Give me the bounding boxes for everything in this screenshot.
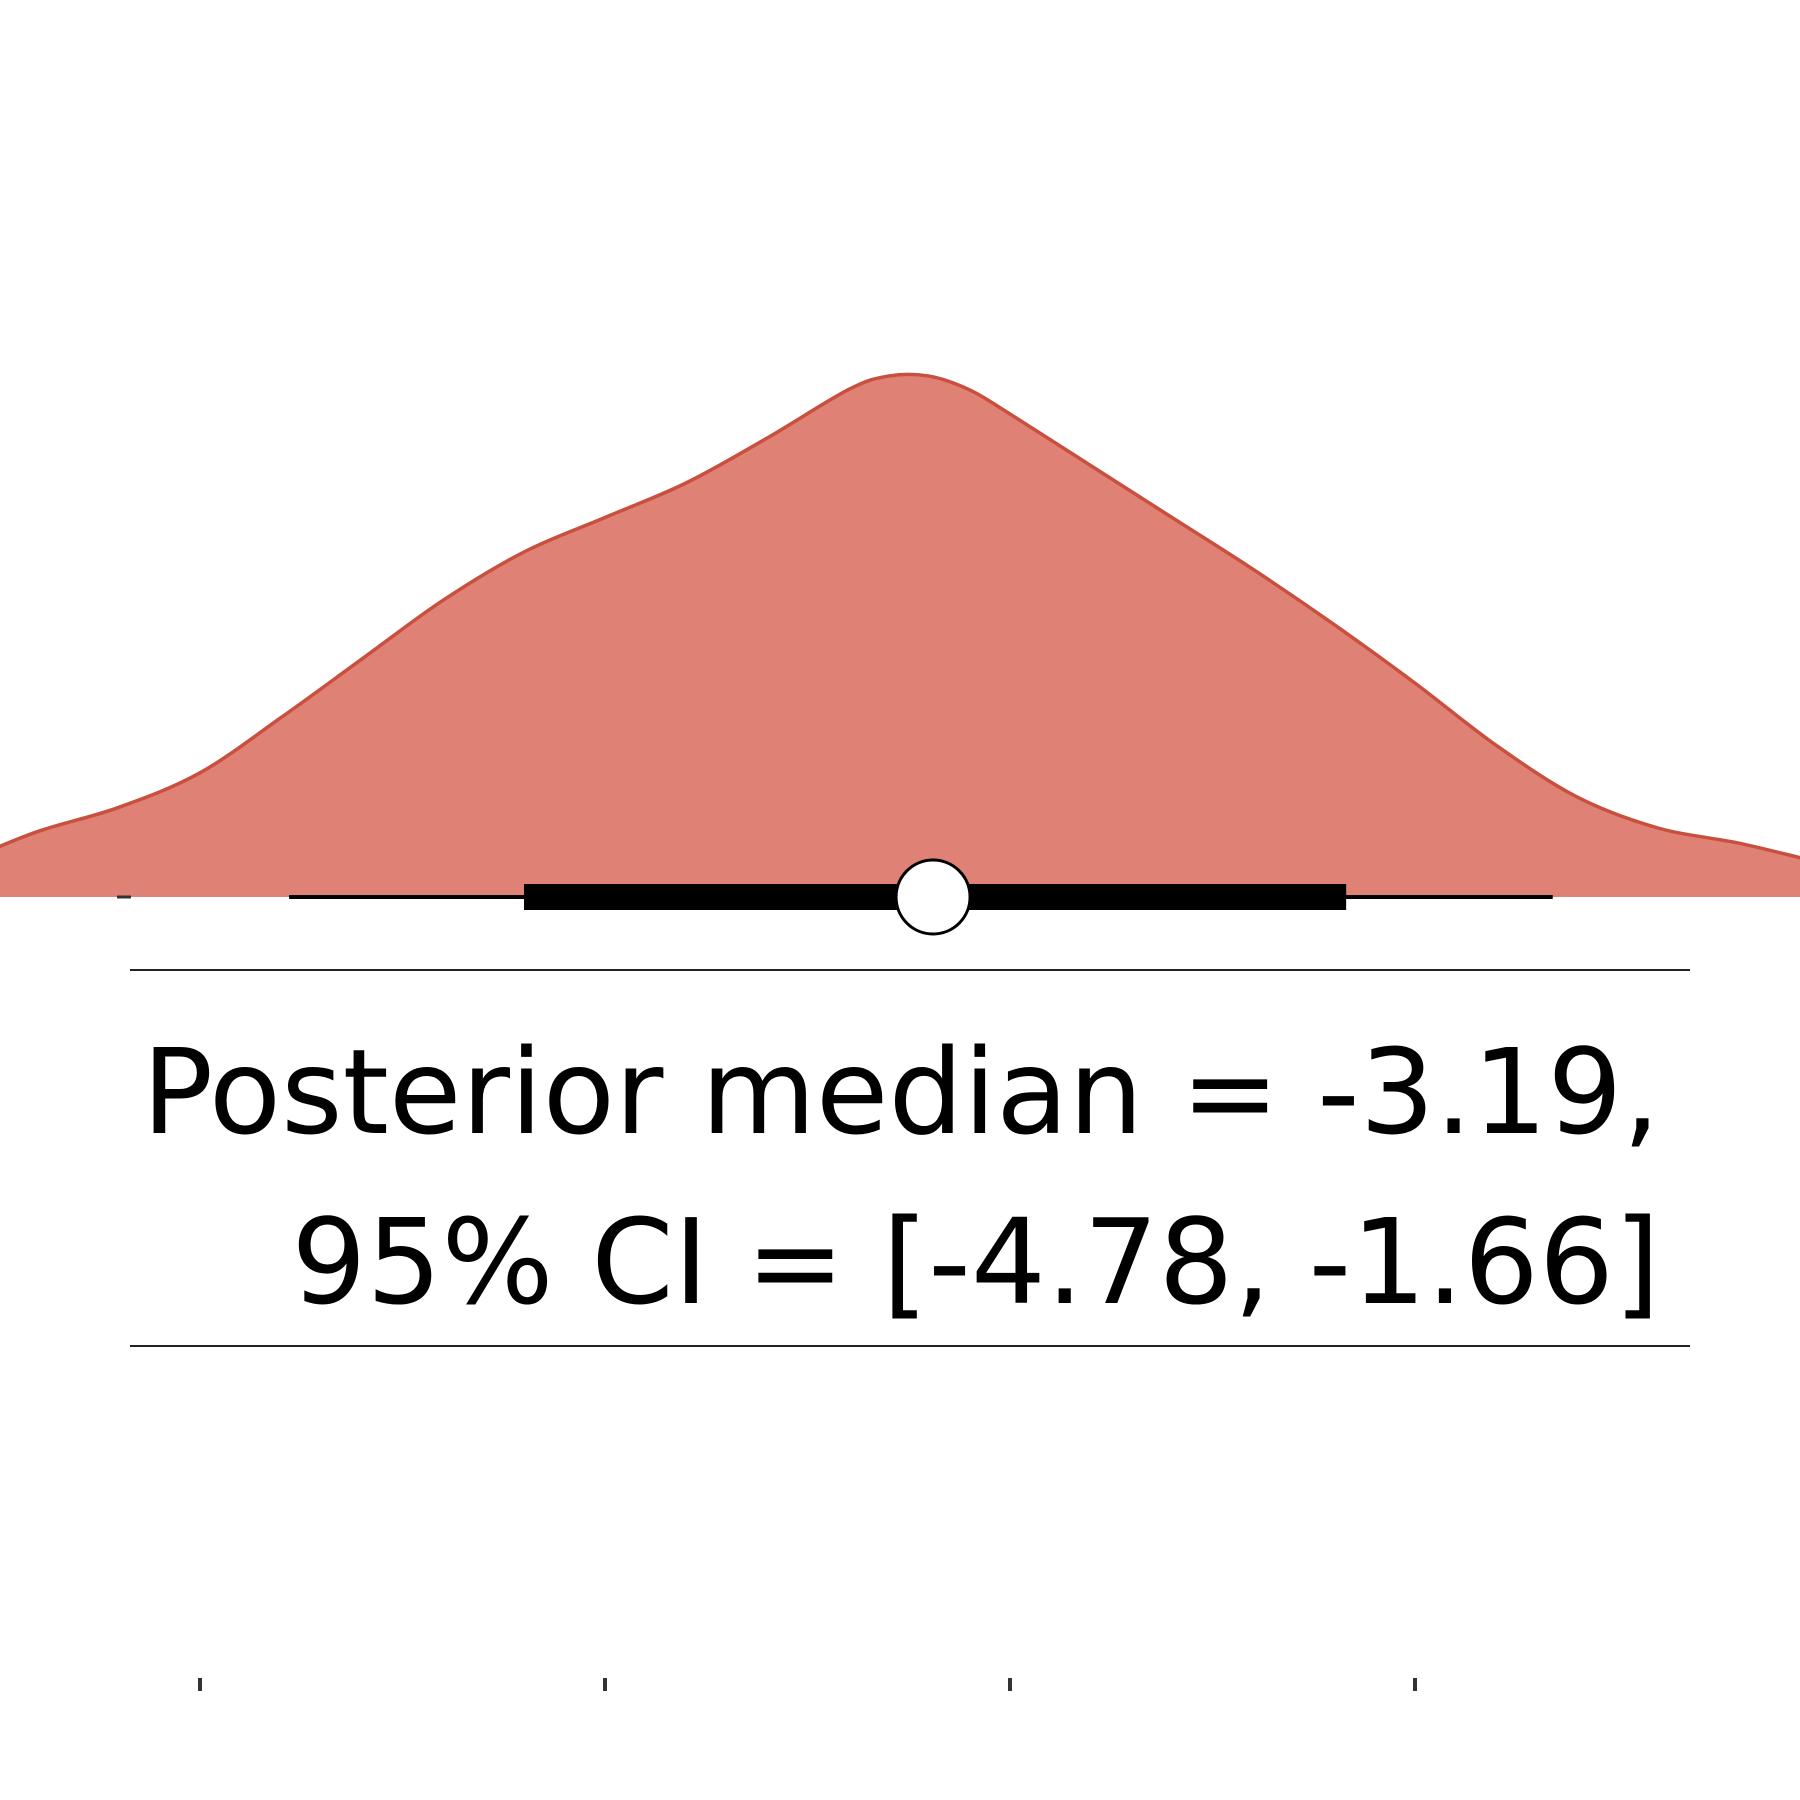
x-axis-ticks xyxy=(198,1678,1417,1691)
median-point xyxy=(894,858,972,936)
posterior-median-label: Posterior median = -3.19, xyxy=(141,1023,1660,1161)
credible-interval-label: 95% CI = [-4.78, -1.66] xyxy=(291,1193,1660,1331)
annotation-box: Posterior median = -3.19, 95% CI = [-4.7… xyxy=(130,969,1690,1347)
density-area xyxy=(0,374,1800,897)
density-curve xyxy=(0,372,1800,860)
